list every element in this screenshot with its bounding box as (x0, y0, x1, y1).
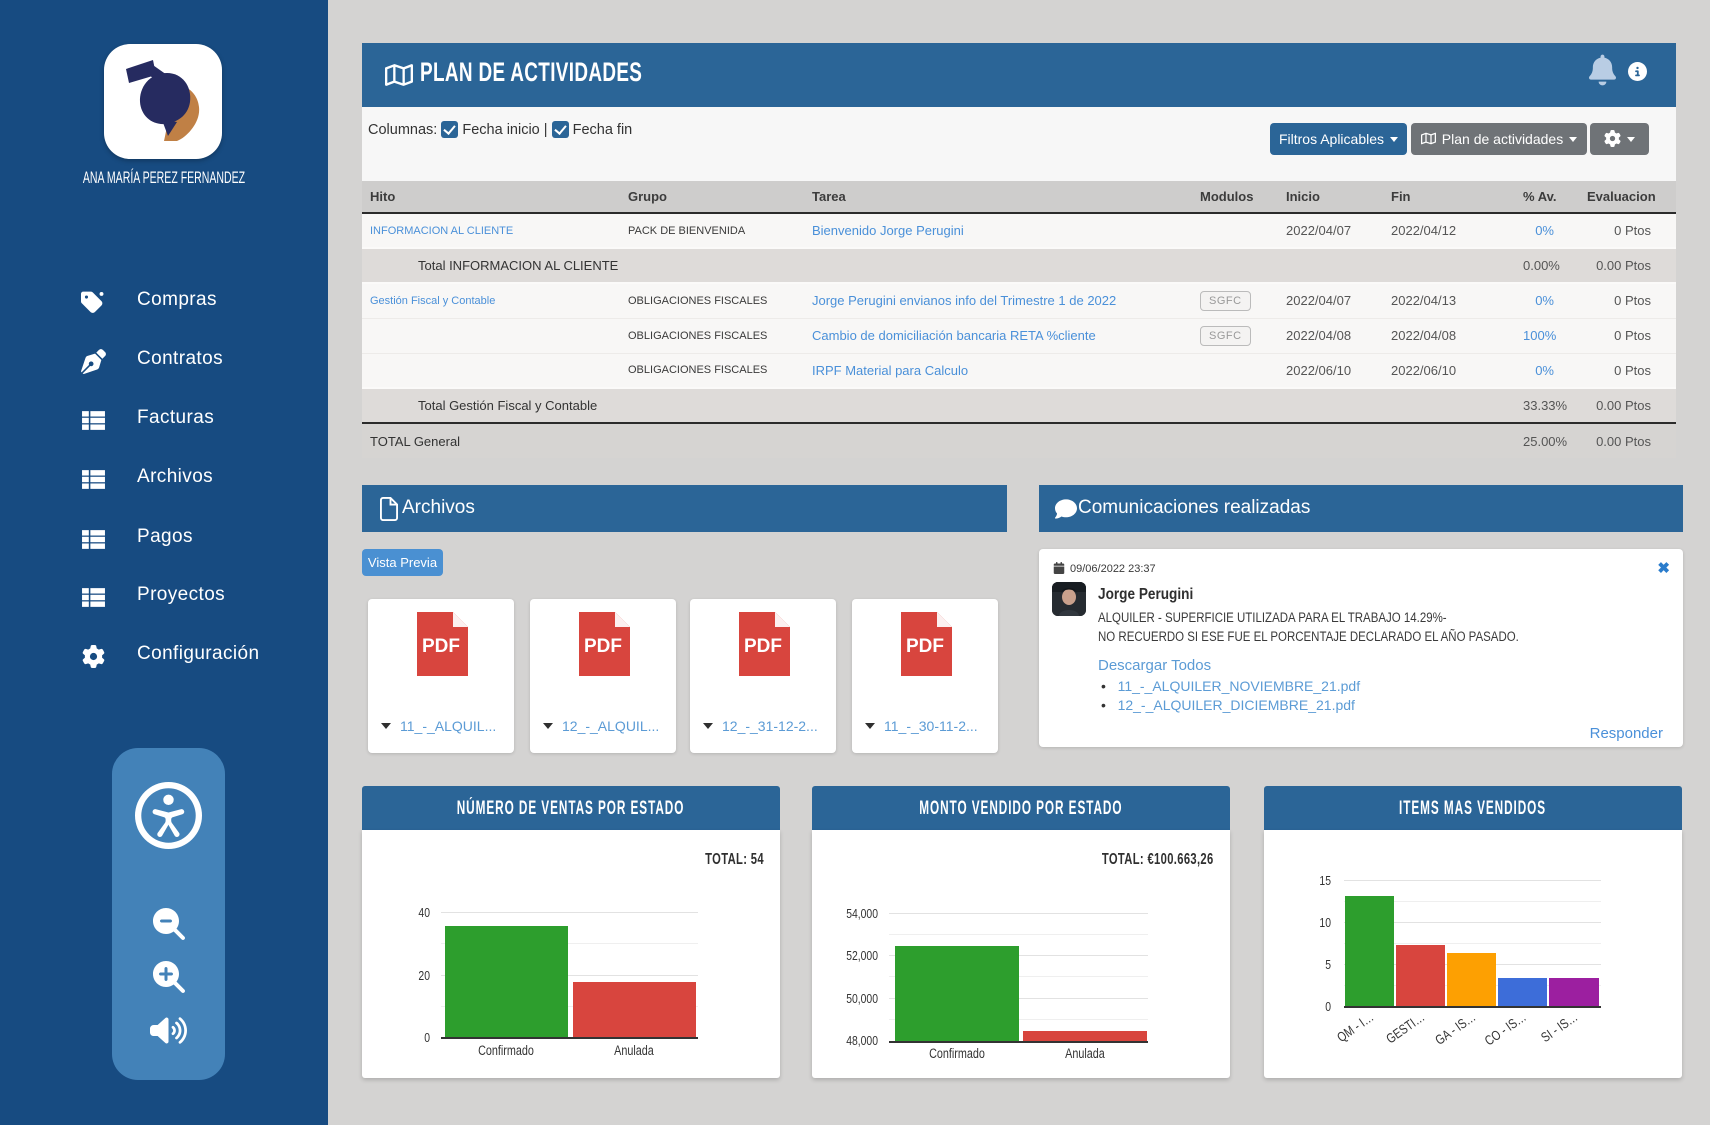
svg-text:PDF: PDF (906, 636, 944, 657)
svg-text:PDF: PDF (422, 636, 460, 657)
svg-text:PDF: PDF (584, 636, 622, 657)
svg-text:PDF: PDF (744, 636, 782, 657)
